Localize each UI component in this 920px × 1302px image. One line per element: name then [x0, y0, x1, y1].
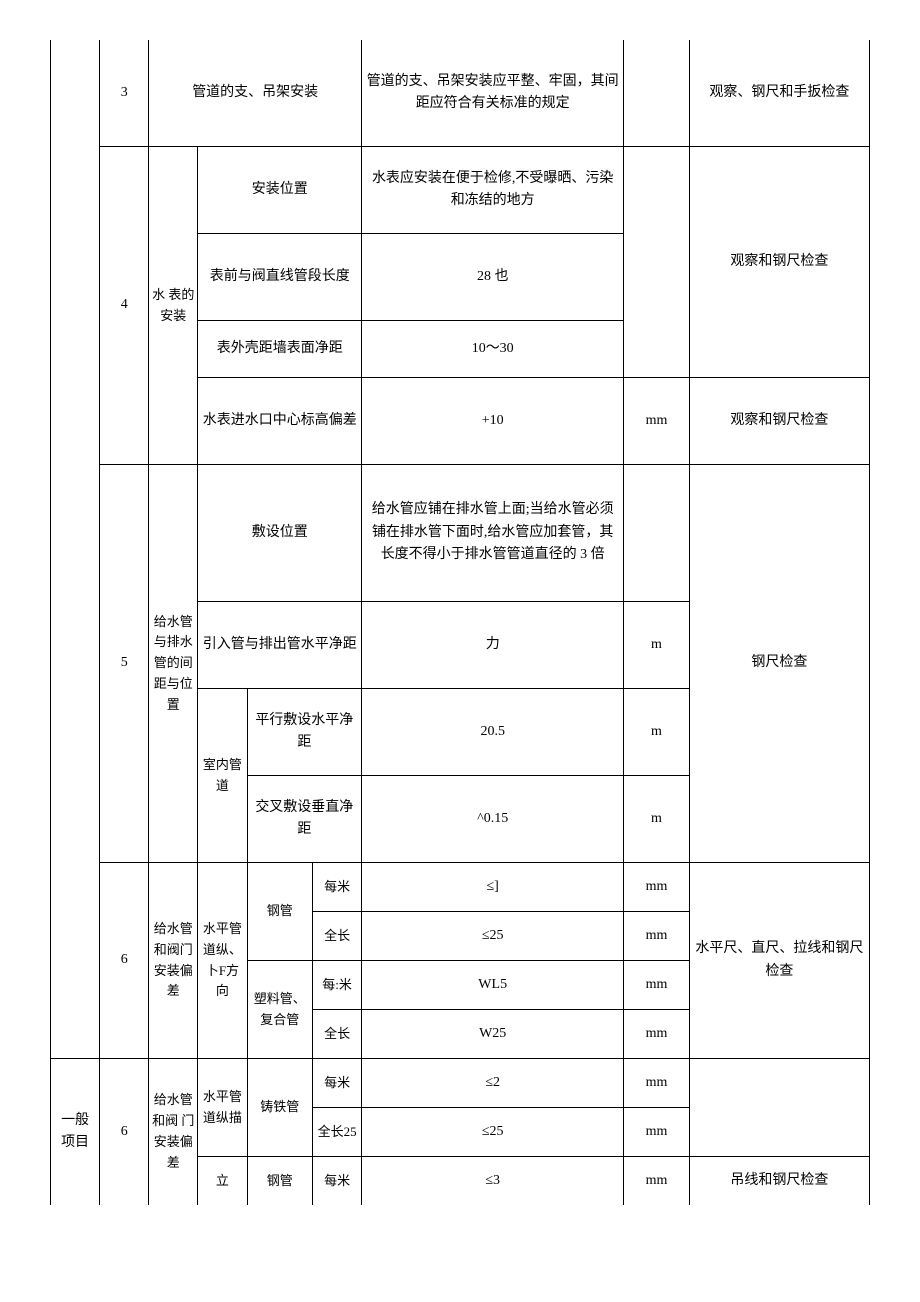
req-cell: 水表应安装在便于检修,不受曝晒、污染和冻结的地方 — [362, 147, 624, 234]
group-cell: 水平管道纵描 — [198, 1059, 247, 1157]
req-cell: +10 — [362, 378, 624, 465]
unit-cell: m — [624, 689, 690, 776]
req-cell: ≤25 — [362, 912, 624, 961]
sub-label: 引入管与排出管水平净距 — [198, 602, 362, 689]
measure-label: 全长 — [313, 912, 362, 961]
num-cell: 6 — [100, 863, 149, 1059]
method-cell: 水平尺、直尺、拉线和钢尺检查 — [689, 863, 869, 1059]
group-cell: 立 — [198, 1157, 247, 1206]
item-cell: 给水管 和阀 门安装偏差 — [149, 1059, 198, 1206]
unit-cell: mm — [624, 378, 690, 465]
item-cell: 给水管和阀门安装偏差 — [149, 863, 198, 1059]
req-cell: ≤2 — [362, 1059, 624, 1108]
unit-cell: mm — [624, 1010, 690, 1059]
table-row: 6 给水管和阀门安装偏差 水平管道纵、卜F方向 钢管 每米 ≤] mm 水平尺、… — [51, 863, 870, 912]
num-cell: 4 — [100, 147, 149, 465]
method-cell: 钢尺检查 — [689, 465, 869, 863]
table-row: 5 给水管与排水管的间距与位置 敷设位置 给水管应铺在排水管上面;当给水管必须铺… — [51, 465, 870, 602]
pipe-type: 铸铁管 — [247, 1059, 313, 1157]
section-cell — [51, 602, 100, 689]
req-cell: 给水管应铺在排水管上面;当给水管必须铺在排水管下面时,给水管应加套管，其长度不得… — [362, 465, 624, 602]
section-cell — [51, 40, 100, 147]
section-cell — [51, 378, 100, 465]
section-cell — [51, 912, 100, 961]
section-cell: 一般项目 — [51, 1059, 100, 1206]
req-cell: ≤25 — [362, 1108, 624, 1157]
measure-label: 每米 — [313, 1157, 362, 1206]
section-cell — [51, 147, 100, 234]
section-cell — [51, 776, 100, 863]
req-cell: W25 — [362, 1010, 624, 1059]
section-cell — [51, 321, 100, 378]
sub-label: 交叉敷设垂直净距 — [247, 776, 362, 863]
req-cell: ^0.15 — [362, 776, 624, 863]
pipe-type: 钢管 — [247, 1157, 313, 1206]
measure-label: 每米 — [313, 863, 362, 912]
num-cell: 5 — [100, 465, 149, 863]
req-cell: 10～30 — [362, 321, 624, 378]
sub-label: 敷设位置 — [198, 465, 362, 602]
req-cell: ≤] — [362, 863, 624, 912]
method-cell: 观察和钢尺检查 — [689, 147, 869, 378]
group-cell: 水平管道纵、卜F方向 — [198, 863, 247, 1059]
item-cell: 给水管与排水管的间距与位置 — [149, 465, 198, 863]
measure-label: 每米 — [313, 1059, 362, 1108]
unit-cell: mm — [624, 863, 690, 912]
req-cell: 力 — [362, 602, 624, 689]
section-cell — [51, 465, 100, 602]
measure-label: 每:米 — [313, 961, 362, 1010]
method-cell: 观察和钢尺检查 — [689, 378, 869, 465]
sub-label: 安装位置 — [198, 147, 362, 234]
section-cell — [51, 689, 100, 776]
section-cell — [51, 234, 100, 321]
pipe-type: 塑料管、复合管 — [247, 961, 313, 1059]
measure-label: 全长 — [313, 1010, 362, 1059]
req-cell: 20.5 — [362, 689, 624, 776]
req-cell: 管道的支、吊架安装应平整、牢固，其间距应符合有关标准的规定 — [362, 40, 624, 147]
document-page: 3 管道的支、吊架安装 管道的支、吊架安装应平整、牢固，其间距应符合有关标准的规… — [50, 40, 870, 1205]
req-cell: 28 也 — [362, 234, 624, 321]
req-cell: ≤3 — [362, 1157, 624, 1206]
unit-cell: mm — [624, 912, 690, 961]
table-row: 3 管道的支、吊架安装 管道的支、吊架安装应平整、牢固，其间距应符合有关标准的规… — [51, 40, 870, 147]
unit-cell: m — [624, 602, 690, 689]
item-cell: 管道的支、吊架安装 — [149, 40, 362, 147]
item-cell: 水 表的安装 — [149, 147, 198, 465]
method-cell: 观察、钢尺和手扳检查 — [689, 40, 869, 147]
req-cell: WL5 — [362, 961, 624, 1010]
sub-label: 平行敷设水平净距 — [247, 689, 362, 776]
sub-label: 表前与阀直线管段长度 — [198, 234, 362, 321]
measure-label: 全长25 — [313, 1108, 362, 1157]
section-cell — [51, 863, 100, 912]
method-cell — [689, 1059, 869, 1157]
unit-cell — [624, 147, 690, 378]
sub-label: 水表进水口中心标高偏差 — [198, 378, 362, 465]
unit-cell: mm — [624, 961, 690, 1010]
unit-cell — [624, 465, 690, 602]
table-row: 一般项目 6 给水管 和阀 门安装偏差 水平管道纵描 铸铁管 每米 ≤2 mm — [51, 1059, 870, 1108]
sub-label: 表外壳距墙表面净距 — [198, 321, 362, 378]
group-cell: 室内管道 — [198, 689, 247, 863]
unit-cell: m — [624, 776, 690, 863]
section-cell — [51, 1010, 100, 1059]
num-cell: 6 — [100, 1059, 149, 1206]
table-row: 4 水 表的安装 安装位置 水表应安装在便于检修,不受曝晒、污染和冻结的地方 观… — [51, 147, 870, 234]
unit-cell: mm — [624, 1108, 690, 1157]
unit-cell: mm — [624, 1059, 690, 1108]
spec-table: 3 管道的支、吊架安装 管道的支、吊架安装应平整、牢固，其间距应符合有关标准的规… — [50, 40, 870, 1205]
method-cell: 吊线和钢尺检查 — [689, 1157, 869, 1206]
unit-cell — [624, 40, 690, 147]
pipe-type: 钢管 — [247, 863, 313, 961]
unit-cell: mm — [624, 1157, 690, 1206]
section-cell — [51, 961, 100, 1010]
num-cell: 3 — [100, 40, 149, 147]
